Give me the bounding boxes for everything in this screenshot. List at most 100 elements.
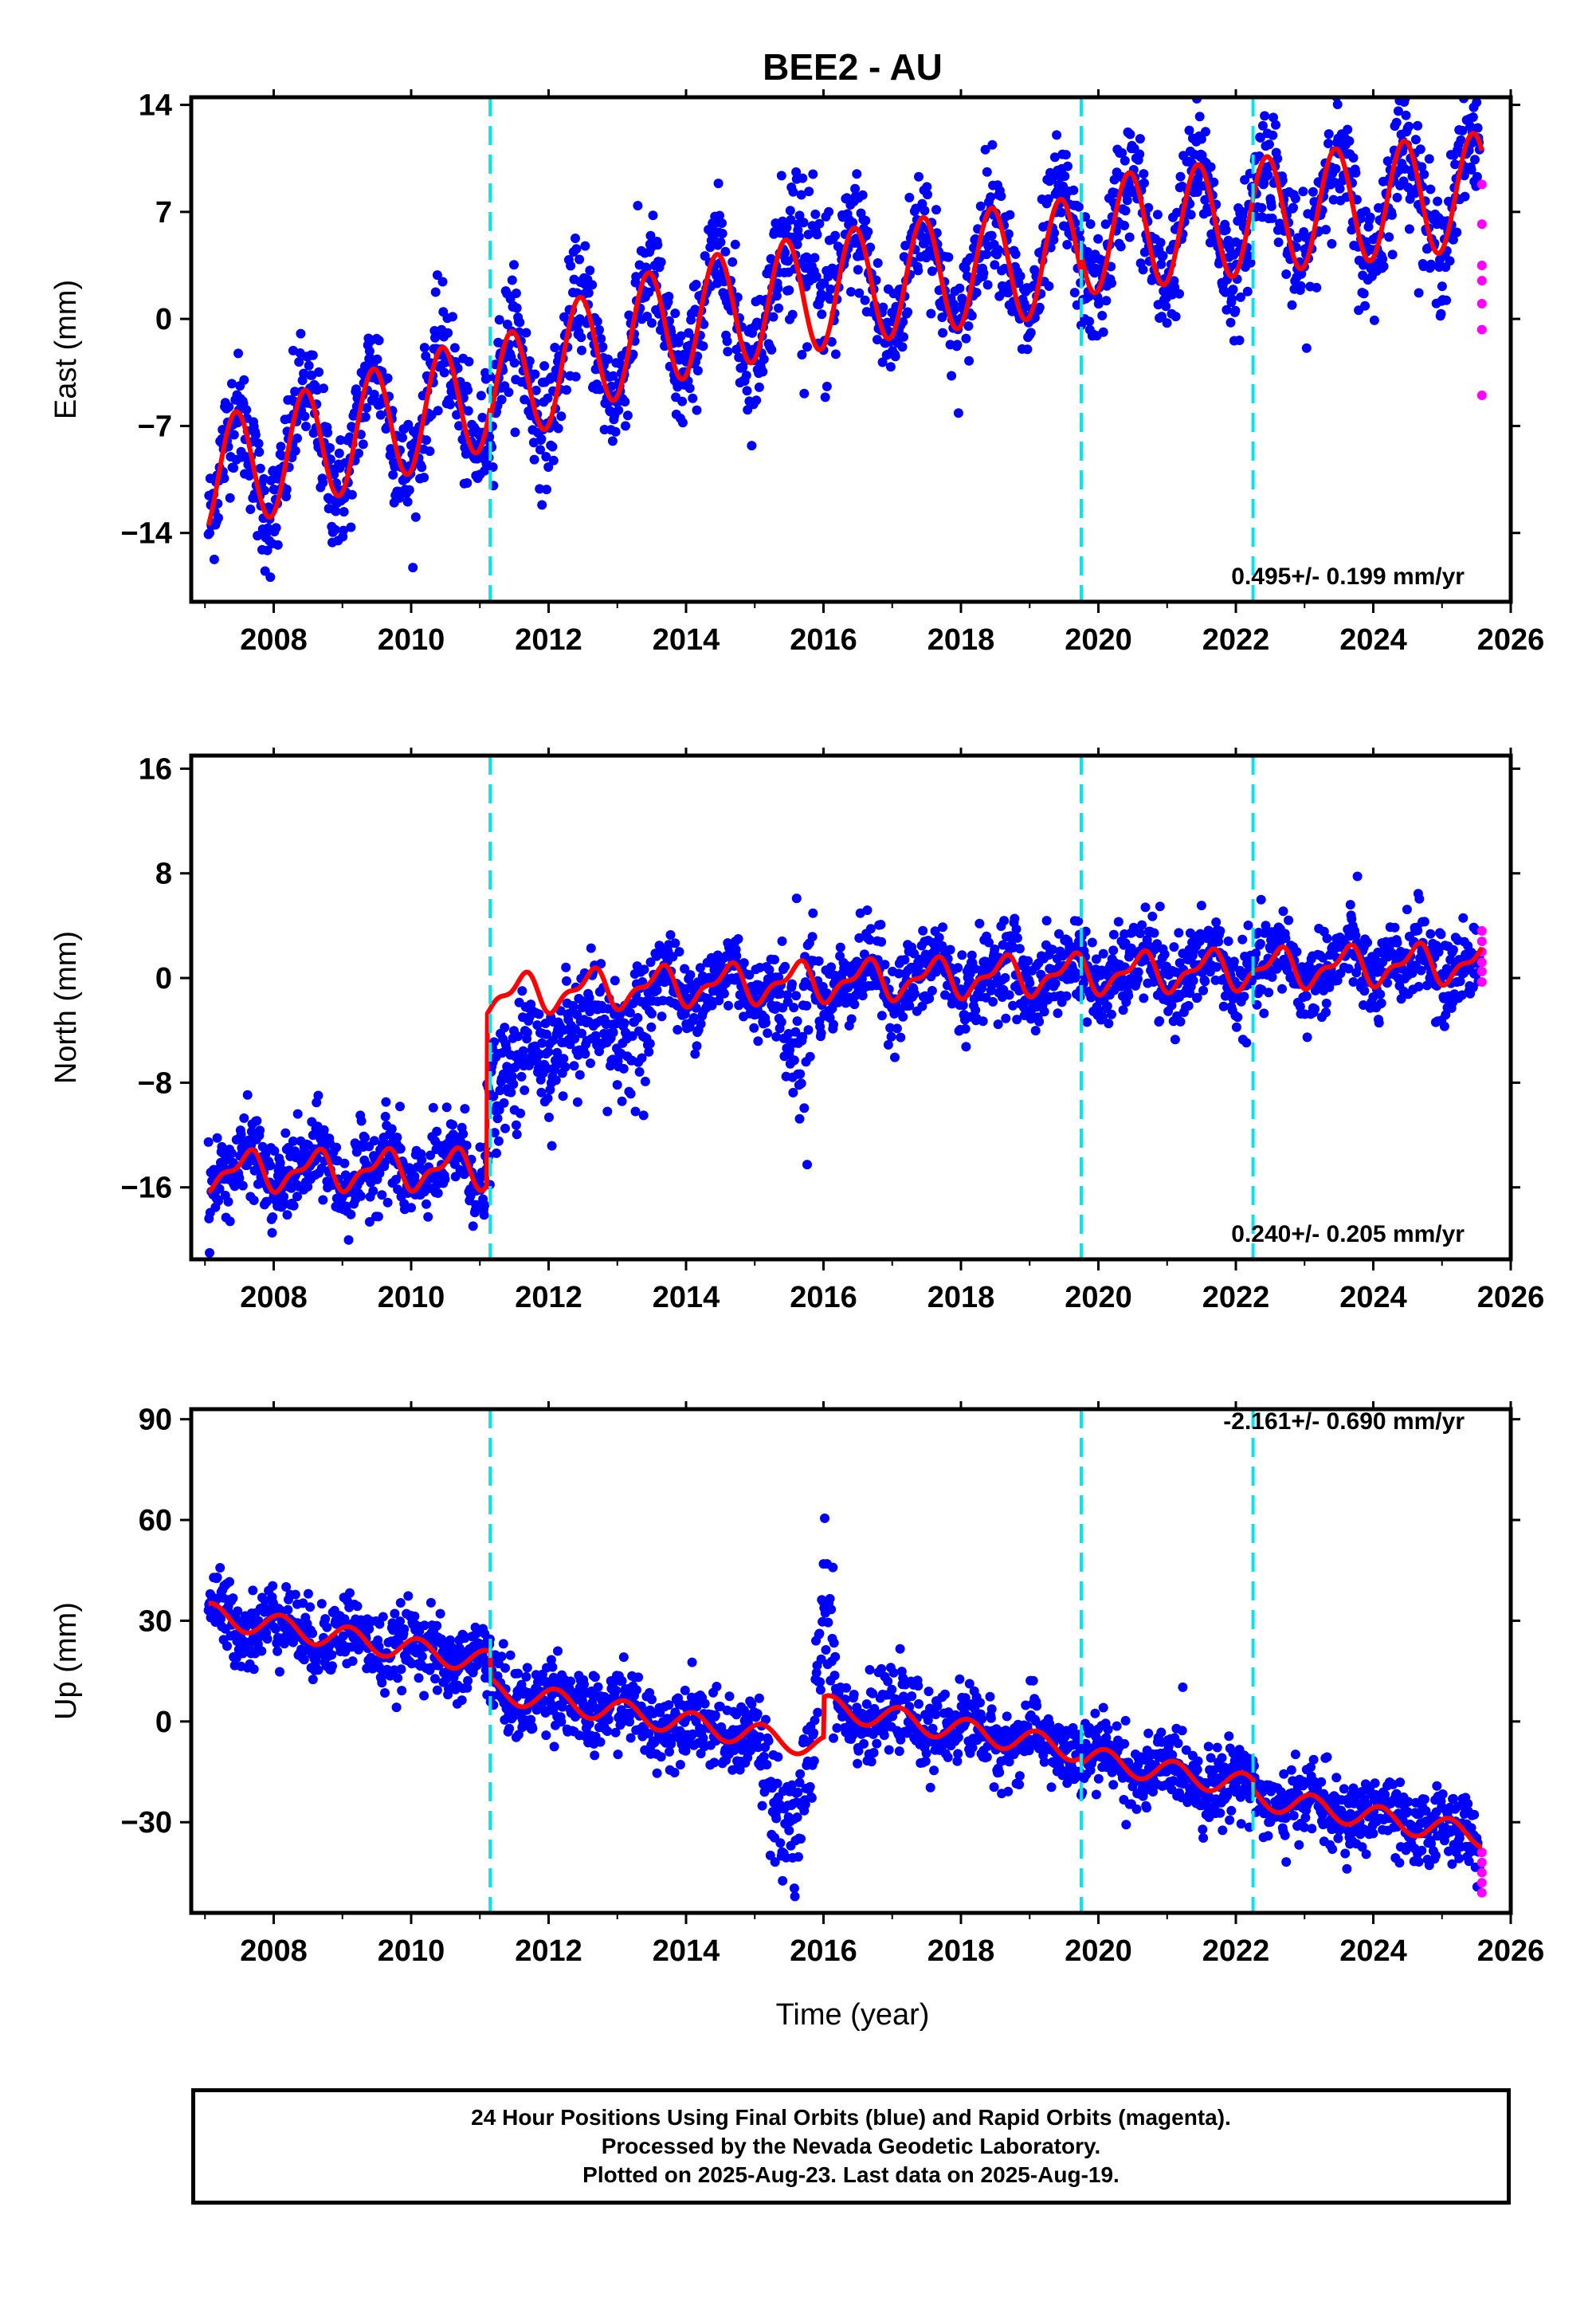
data-point xyxy=(381,1097,391,1107)
data-point xyxy=(1034,302,1045,312)
data-point xyxy=(439,367,449,378)
data-point xyxy=(1233,1012,1243,1023)
data-point xyxy=(1470,155,1480,165)
data-point xyxy=(1161,301,1171,312)
data-point xyxy=(774,303,784,313)
data-point xyxy=(512,303,522,313)
data-point xyxy=(610,426,621,437)
data-point xyxy=(330,524,340,535)
data-point xyxy=(509,358,520,368)
data-point xyxy=(1441,1010,1451,1020)
data-point xyxy=(338,525,348,536)
data-point xyxy=(521,328,531,338)
data-point xyxy=(1139,169,1149,179)
data-point xyxy=(536,434,547,444)
data-point xyxy=(1277,984,1287,994)
data-point xyxy=(500,1023,510,1033)
data-point xyxy=(848,218,858,228)
data-point xyxy=(1273,238,1284,247)
data-point xyxy=(645,957,656,968)
data-point xyxy=(323,427,333,438)
data-point xyxy=(808,908,818,918)
data-point xyxy=(753,1036,763,1047)
data-point xyxy=(299,1655,309,1665)
data-point xyxy=(767,344,777,355)
data-point xyxy=(1082,1017,1092,1027)
data-point xyxy=(1256,894,1266,905)
x-tick-label: 2014 xyxy=(653,1281,720,1314)
data-point xyxy=(558,1091,568,1102)
data-point xyxy=(499,1098,509,1108)
data-point xyxy=(403,1591,414,1601)
data-point xyxy=(1084,316,1095,327)
data-point xyxy=(1107,278,1116,289)
data-point xyxy=(395,1102,405,1112)
data-point xyxy=(820,392,830,403)
data-point xyxy=(419,1620,429,1631)
data-point xyxy=(492,1113,503,1124)
y-tick-label: 14 xyxy=(139,89,172,123)
data-point xyxy=(1223,235,1233,245)
data-point xyxy=(1056,207,1066,218)
data-point xyxy=(1312,282,1322,293)
data-point xyxy=(364,1624,374,1634)
data-point xyxy=(537,500,547,510)
data-point xyxy=(1167,1000,1177,1011)
data-point xyxy=(530,369,540,379)
data-point xyxy=(262,1634,273,1644)
data-point xyxy=(347,1656,358,1667)
data-point xyxy=(646,1022,657,1032)
data-point xyxy=(1457,990,1467,1000)
data-point xyxy=(788,187,798,197)
final-orbit-points-east xyxy=(203,97,1484,583)
data-point xyxy=(1063,161,1072,171)
data-point xyxy=(403,419,414,430)
data-point xyxy=(552,1047,563,1058)
x-tick-label: 2018 xyxy=(927,1281,995,1314)
data-point xyxy=(389,1665,399,1675)
data-point xyxy=(1192,187,1202,197)
data-point xyxy=(1096,965,1107,976)
data-point xyxy=(294,357,304,367)
data-point xyxy=(802,342,812,352)
data-point xyxy=(1239,992,1249,1002)
data-point xyxy=(585,265,595,276)
data-point xyxy=(857,190,868,200)
data-point xyxy=(692,405,702,415)
data-point xyxy=(547,442,558,452)
data-point xyxy=(1118,1005,1128,1015)
data-point xyxy=(665,930,676,940)
data-point xyxy=(574,254,585,265)
data-point xyxy=(430,287,441,297)
data-point xyxy=(577,1028,586,1039)
data-point xyxy=(1261,921,1271,931)
data-point xyxy=(688,1013,699,1023)
data-point xyxy=(1292,233,1303,243)
data-point xyxy=(216,1614,225,1624)
data-point xyxy=(1171,312,1181,322)
data-point xyxy=(225,1577,234,1587)
data-point xyxy=(1472,171,1482,182)
data-point xyxy=(395,1144,406,1154)
data-point xyxy=(471,1200,481,1210)
data-point xyxy=(953,408,963,418)
data-point xyxy=(1448,944,1458,955)
data-point xyxy=(824,206,834,217)
data-point xyxy=(214,512,223,523)
data-point xyxy=(1183,1000,1194,1011)
data-point xyxy=(339,1158,350,1168)
data-point xyxy=(670,938,680,948)
data-point xyxy=(890,351,900,362)
data-point xyxy=(1280,933,1291,944)
data-point xyxy=(268,1212,278,1222)
data-point xyxy=(368,1186,378,1196)
data-point xyxy=(1290,194,1300,203)
data-point xyxy=(1351,167,1361,178)
data-point xyxy=(304,360,314,371)
data-point xyxy=(909,948,920,959)
data-point xyxy=(224,402,234,412)
data-point xyxy=(993,1019,1003,1030)
data-point xyxy=(394,493,405,503)
data-point xyxy=(1123,991,1134,1001)
data-point xyxy=(335,435,346,446)
